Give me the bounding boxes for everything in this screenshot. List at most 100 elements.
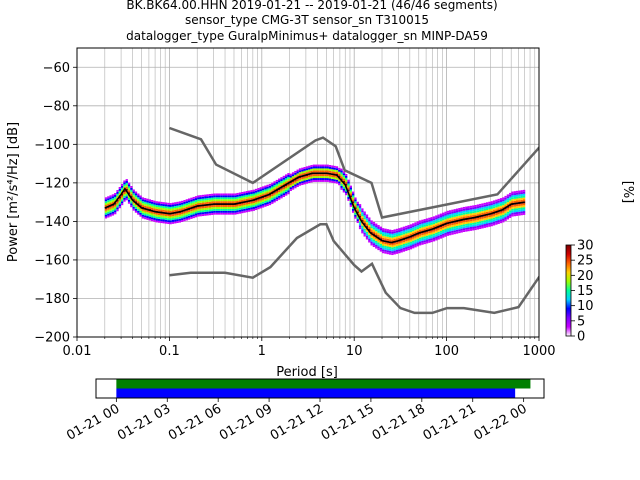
heatmap-cell — [492, 208, 496, 211]
heatmap-cell — [139, 199, 142, 202]
heatmap-cell — [382, 249, 385, 252]
heatmap-cell — [418, 241, 422, 244]
heatmap-cell — [504, 197, 507, 200]
heatmap-cell — [400, 231, 403, 234]
heatmap-cell — [485, 215, 489, 218]
heatmap-cell — [462, 212, 466, 215]
heatmap-cell — [114, 198, 117, 201]
heatmap-cell — [432, 225, 436, 228]
heatmap-cell — [465, 225, 468, 228]
heatmap-cell — [437, 231, 440, 234]
heatmap-cell — [111, 198, 115, 201]
heatmap-cell — [109, 195, 112, 198]
heatmap-cell — [137, 208, 140, 211]
heatmap-cell — [391, 253, 394, 256]
heatmap-cell — [123, 190, 126, 193]
heatmap-cell — [146, 198, 149, 201]
heatmap-cell — [430, 219, 433, 221]
heatmap-cell — [254, 188, 258, 191]
heatmap-cell — [338, 169, 341, 172]
heatmap-cell — [379, 242, 383, 244]
heatmap-cell — [176, 217, 179, 220]
heatmap-cell — [522, 212, 526, 215]
heatmap-cell — [455, 216, 459, 219]
heatmap-cell — [474, 208, 477, 211]
heatmap-cell — [439, 236, 443, 239]
heatmap-cell — [497, 200, 500, 203]
heatmap-cell — [146, 210, 149, 213]
heatmap-cell — [248, 196, 251, 199]
heatmap-cell — [412, 229, 415, 232]
heatmap-cell — [395, 228, 399, 231]
heatmap-cell — [414, 237, 417, 240]
heatmap-cell — [497, 220, 500, 223]
heatmap-cell — [231, 197, 235, 200]
heatmap-cell — [384, 245, 387, 248]
heatmap-cell — [294, 180, 297, 183]
heatmap-cell — [298, 172, 302, 175]
heatmap-cell — [338, 167, 341, 170]
heatmap-cell — [238, 200, 242, 203]
heatmap-cell — [257, 195, 260, 198]
heatmap-cell — [499, 213, 503, 216]
heatmap-cell — [127, 184, 131, 187]
heatmap-cell — [294, 176, 297, 179]
heatmap-cell — [248, 204, 251, 207]
heatmap-cell — [395, 246, 399, 249]
heatmap-cell — [248, 206, 251, 208]
heatmap-cell — [469, 228, 473, 231]
heatmap-cell — [141, 208, 145, 211]
heatmap-cell — [365, 237, 369, 240]
heatmap-cell — [488, 205, 491, 208]
heatmap-cell — [171, 210, 175, 213]
heatmap-cell — [164, 202, 168, 205]
heatmap-cell — [432, 224, 436, 226]
heatmap-cell — [495, 222, 498, 225]
heatmap-cell — [506, 209, 510, 212]
heatmap-cell — [218, 210, 221, 213]
heatmap-cell — [384, 228, 387, 231]
heatmap-cell — [467, 225, 470, 228]
heatmap-cell — [291, 174, 295, 177]
heatmap-cell — [515, 194, 519, 197]
heatmap-cell — [155, 220, 158, 223]
heatmap-cell — [107, 211, 110, 214]
heatmap-cell — [118, 202, 121, 205]
heatmap-cell — [428, 238, 431, 241]
heatmap-cell — [372, 221, 376, 224]
heatmap-cell — [449, 212, 452, 215]
heatmap-cell — [469, 221, 473, 224]
heatmap-cell — [118, 198, 121, 201]
heatmap-cell — [428, 227, 431, 230]
heatmap-cell — [264, 193, 267, 196]
heatmap-cell — [222, 195, 225, 198]
heatmap-cell — [321, 164, 325, 167]
heatmap-cell — [206, 194, 209, 197]
heatmap-cell — [504, 203, 507, 206]
heatmap-cell — [492, 221, 496, 224]
heatmap-cell — [164, 215, 168, 218]
heatmap-cell — [384, 242, 387, 245]
heatmap-cell — [257, 188, 260, 190]
heatmap-cell — [349, 195, 352, 198]
heatmap-cell — [183, 200, 186, 202]
heatmap-cell — [354, 210, 357, 213]
heatmap-cell — [282, 183, 285, 186]
heatmap-cell — [192, 200, 195, 203]
heatmap-cell — [192, 212, 195, 215]
heatmap-cell — [490, 224, 493, 227]
heatmap-cell — [382, 230, 385, 232]
heatmap-cell — [215, 197, 219, 200]
heatmap-cell — [430, 240, 433, 243]
heatmap-cell — [485, 209, 489, 212]
heatmap-cell — [481, 224, 484, 227]
heatmap-cell — [190, 209, 193, 212]
heatmap-cell — [370, 233, 373, 236]
heatmap-cell — [160, 215, 163, 218]
heatmap-cell — [324, 168, 327, 171]
heatmap-cell — [492, 210, 496, 212]
heatmap-cell — [511, 210, 514, 213]
heatmap-cell — [460, 211, 463, 214]
heatmap-cell — [472, 218, 475, 221]
